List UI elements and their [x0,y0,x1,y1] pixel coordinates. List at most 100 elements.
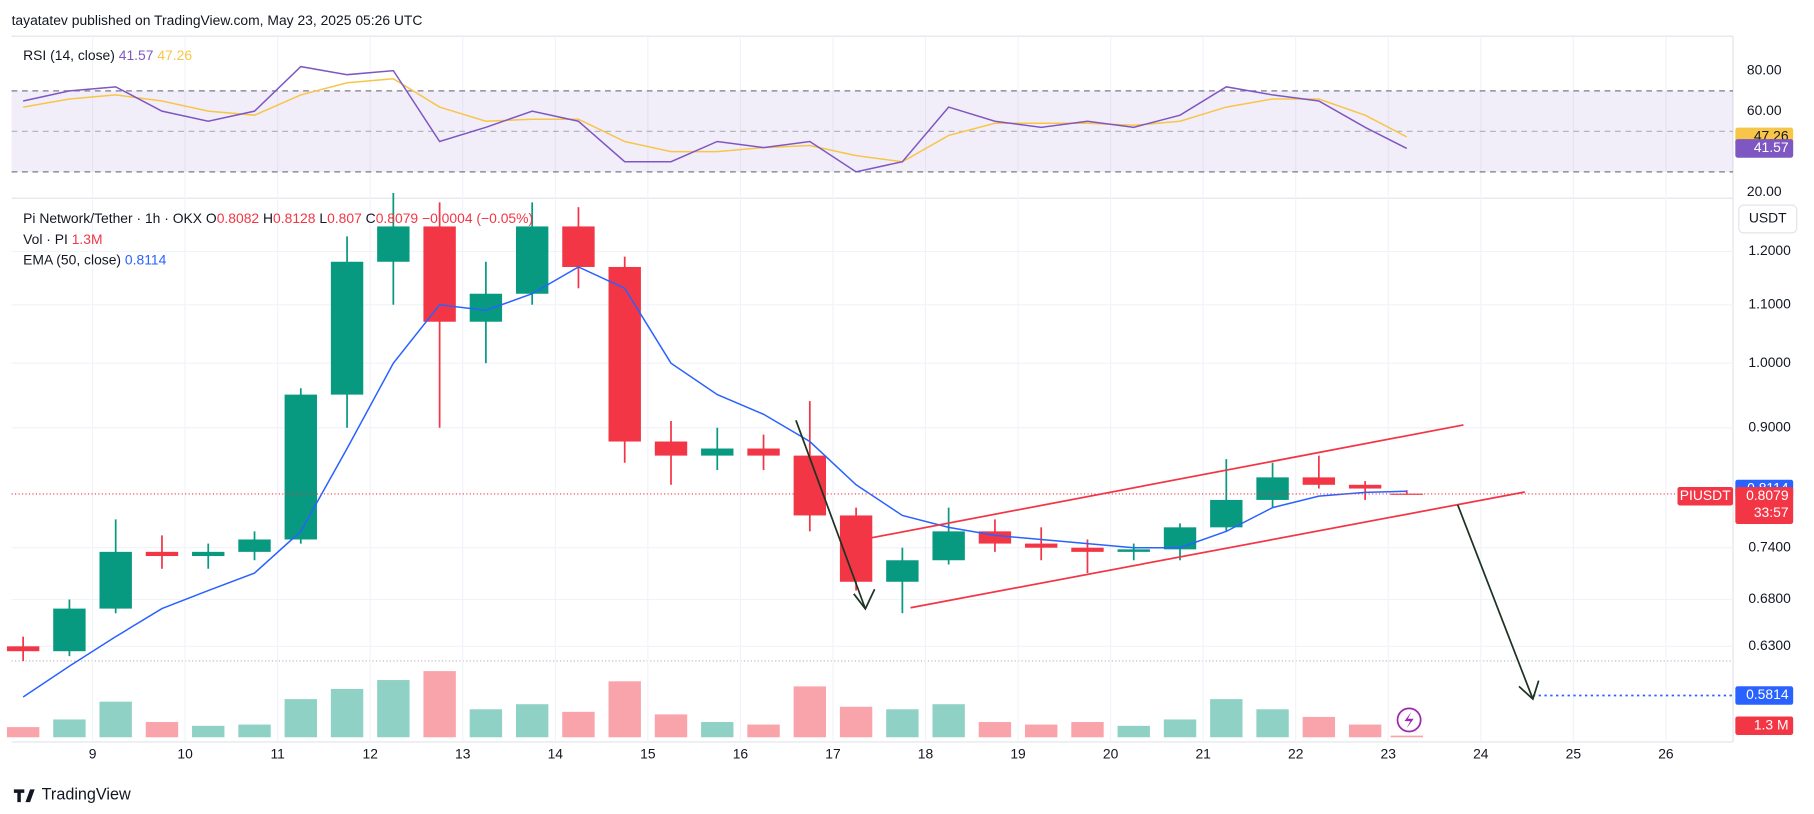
candle-body [330,261,364,395]
volume-bar [423,671,456,738]
candle-body [1117,549,1150,552]
volume-bar [701,722,734,738]
volume-bar [1163,719,1197,738]
x-tick-label: 23 [1381,745,1397,761]
candle-body [99,551,132,609]
h-label: H [263,210,273,226]
high: 0.8128 [273,210,316,226]
price-badge: 0.8079 [1746,487,1789,503]
rsi-tick-label: 80.00 [1747,61,1782,77]
arrow [1456,504,1534,700]
candle-body [608,266,641,442]
volume-bar [1025,724,1058,738]
target-badge: 0.5814 [1746,686,1789,702]
annotations [795,420,1540,733]
volume-bar [839,706,873,738]
o-label: O [206,210,217,226]
volume-legend: Vol · PI 1.3M [23,231,102,247]
vol-value: 1.3M [72,231,103,247]
volume-bar [377,680,410,738]
candle-body [377,226,410,262]
candle-body [747,448,780,456]
candle-body [932,531,965,561]
volume-bar [6,727,40,738]
volume-bar [145,722,179,738]
volume-bar [1117,725,1150,738]
volume-bar [1390,735,1423,738]
y-tick-label: 0.9000 [1748,418,1791,434]
x-tick-label: 10 [177,745,193,761]
volume-bar [793,686,827,738]
x-tick-label: 9 [89,745,97,761]
price-legend: Pi Network/Tether · 1h · OKX O0.8082 H0.… [23,210,533,226]
x-tick-label: 19 [1010,745,1026,761]
x-tick-label: 15 [640,745,656,761]
symbol: Pi Network/Tether · 1h · OKX [23,210,202,226]
x-tick-label: 21 [1195,745,1211,761]
volume-bar [1302,716,1336,738]
symbol-box [1677,486,1734,506]
x-tick-label: 18 [918,745,934,761]
candle-body [145,551,179,557]
volume-bar [1256,709,1289,738]
x-tick-label: 26 [1658,745,1674,761]
l-label: L [319,210,327,226]
arrow-head [853,588,876,611]
arrow-head [1518,680,1540,701]
candle-body [562,226,595,267]
x-tick-label: 25 [1566,745,1582,761]
volume-bar [53,719,86,738]
x-tick-label: 11 [270,745,285,761]
volume-bar [932,704,965,738]
marks [6,65,1734,738]
change: −0.0004 (−0.05%) [422,210,533,226]
rsi-name: RSI (14, close) [23,47,115,63]
candle-body [793,455,827,516]
x-tick-label: 12 [362,745,378,761]
channel-upper [844,424,1464,544]
channel-lower [910,491,1525,609]
low: 0.807 [327,210,362,226]
currency: USDT [1749,210,1787,226]
candle-body [515,226,549,294]
symbol-badge: PIUSDT [1680,487,1731,503]
volume-bar [608,681,641,738]
arrow [795,420,867,610]
currency-box[interactable] [1738,204,1798,234]
logo [13,789,35,803]
ema-line [22,266,1407,698]
volume-bar [469,709,503,738]
volume-bar [99,701,132,738]
close: 0.8079 [376,210,419,226]
footer: TradingView [42,785,131,803]
candle-body [284,394,317,540]
volume-bar [330,688,364,738]
volume-badge: 1.3 M [1754,716,1789,732]
rsi-badge: 41.57 [1754,139,1789,155]
volume-bar [747,724,780,738]
candle-body [654,441,688,456]
vol-name: Vol · PI [23,231,68,247]
x-tick-label: 20 [1103,745,1119,761]
volume-bar [284,699,317,738]
candle-body [1163,527,1197,550]
y-tick-label: 1.0000 [1748,354,1791,370]
header: tayatatev published on TradingView.com, … [12,12,423,28]
candle-body [53,608,86,652]
volume-bar [1210,699,1243,738]
volume-bar [192,725,225,738]
rsi-badge-box [1735,139,1794,158]
y-tick-label: 1.2000 [1748,242,1791,258]
x-tick-label: 17 [825,745,841,761]
x-tick-label: 16 [733,745,749,761]
volume-bar [654,714,688,738]
ema-value: 0.8114 [125,251,167,267]
rsi-tick-label: 60.00 [1747,102,1782,118]
volume-bar [886,709,919,738]
candle-body [423,226,456,322]
volume-bar [978,722,1012,738]
c-label: C [366,210,376,226]
rsi-ma-line [23,77,1408,163]
